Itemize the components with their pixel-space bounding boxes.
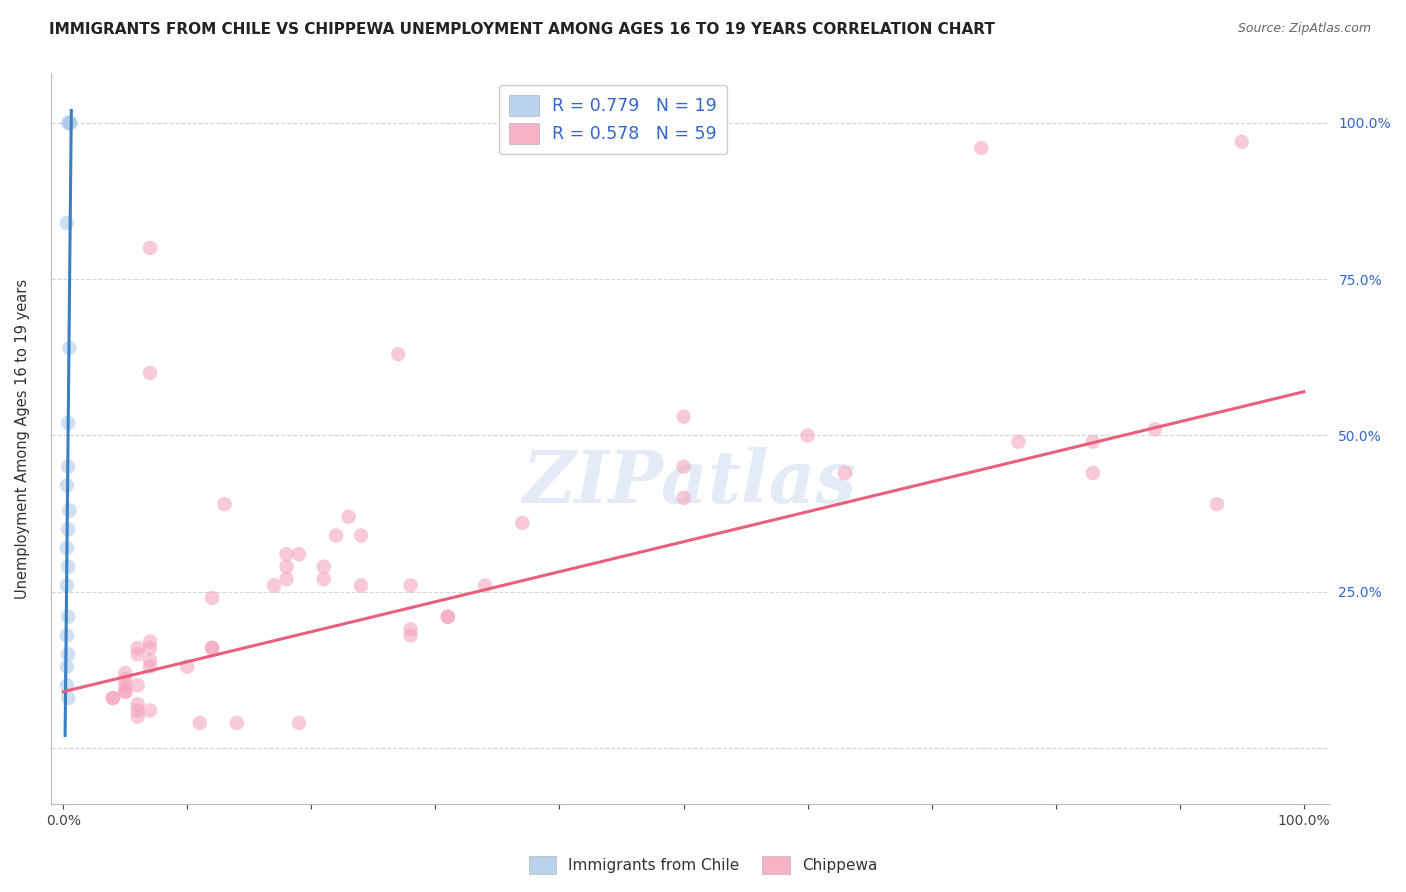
Point bbox=[139, 653, 162, 667]
Point bbox=[201, 640, 224, 655]
Point bbox=[672, 459, 695, 474]
Point bbox=[437, 609, 460, 624]
Text: Source: ZipAtlas.com: Source: ZipAtlas.com bbox=[1237, 22, 1371, 36]
Point bbox=[226, 716, 249, 731]
Point bbox=[101, 690, 124, 705]
Point bbox=[58, 647, 80, 661]
Point bbox=[399, 578, 422, 592]
Point bbox=[139, 659, 162, 673]
Point bbox=[834, 466, 856, 480]
Point bbox=[139, 703, 162, 717]
Point bbox=[672, 491, 695, 505]
Point bbox=[312, 559, 335, 574]
Point bbox=[58, 503, 80, 517]
Point bbox=[127, 640, 149, 655]
Point bbox=[510, 516, 533, 530]
Point bbox=[325, 528, 347, 542]
Point bbox=[474, 578, 496, 592]
Point bbox=[114, 672, 136, 686]
Point bbox=[114, 684, 136, 698]
Point bbox=[127, 697, 149, 711]
Point bbox=[56, 678, 79, 692]
Point bbox=[796, 428, 818, 442]
Point bbox=[114, 678, 136, 692]
Point bbox=[399, 622, 422, 636]
Legend: Immigrants from Chile, Chippewa: Immigrants from Chile, Chippewa bbox=[523, 850, 883, 880]
Point bbox=[114, 684, 136, 698]
Point bbox=[337, 509, 360, 524]
Point bbox=[56, 628, 79, 642]
Legend: R = 0.779   N = 19, R = 0.578   N = 59: R = 0.779 N = 19, R = 0.578 N = 59 bbox=[499, 85, 727, 154]
Point bbox=[139, 241, 162, 255]
Point bbox=[56, 541, 79, 555]
Point bbox=[58, 522, 80, 536]
Point bbox=[59, 116, 82, 130]
Point bbox=[58, 690, 80, 705]
Point bbox=[263, 578, 285, 592]
Point bbox=[1230, 135, 1253, 149]
Point bbox=[1081, 434, 1104, 449]
Point bbox=[399, 628, 422, 642]
Y-axis label: Unemployment Among Ages 16 to 19 years: Unemployment Among Ages 16 to 19 years bbox=[15, 278, 30, 599]
Point bbox=[127, 647, 149, 661]
Text: IMMIGRANTS FROM CHILE VS CHIPPEWA UNEMPLOYMENT AMONG AGES 16 TO 19 YEARS CORRELA: IMMIGRANTS FROM CHILE VS CHIPPEWA UNEMPL… bbox=[49, 22, 995, 37]
Point bbox=[276, 559, 298, 574]
Point bbox=[176, 659, 198, 673]
Point bbox=[58, 459, 80, 474]
Point bbox=[58, 416, 80, 430]
Point bbox=[127, 703, 149, 717]
Text: ZIPatlas: ZIPatlas bbox=[523, 447, 856, 518]
Point bbox=[58, 609, 80, 624]
Point bbox=[58, 341, 80, 355]
Point bbox=[201, 591, 224, 605]
Point bbox=[114, 665, 136, 680]
Point bbox=[1081, 466, 1104, 480]
Point bbox=[288, 547, 311, 561]
Point bbox=[127, 678, 149, 692]
Point bbox=[1143, 422, 1166, 436]
Point bbox=[312, 572, 335, 586]
Point bbox=[276, 547, 298, 561]
Point bbox=[201, 640, 224, 655]
Point bbox=[127, 709, 149, 723]
Point bbox=[970, 141, 993, 155]
Point bbox=[58, 116, 80, 130]
Point bbox=[56, 578, 79, 592]
Point bbox=[188, 716, 211, 731]
Point bbox=[387, 347, 409, 361]
Point bbox=[276, 572, 298, 586]
Point bbox=[101, 690, 124, 705]
Point bbox=[437, 609, 460, 624]
Point bbox=[139, 634, 162, 648]
Point bbox=[56, 216, 79, 230]
Point bbox=[288, 716, 311, 731]
Point bbox=[350, 528, 373, 542]
Point bbox=[214, 497, 236, 511]
Point bbox=[1007, 434, 1029, 449]
Point bbox=[139, 640, 162, 655]
Point bbox=[1206, 497, 1229, 511]
Point bbox=[139, 366, 162, 380]
Point bbox=[350, 578, 373, 592]
Point bbox=[58, 116, 80, 130]
Point bbox=[56, 478, 79, 492]
Point bbox=[56, 659, 79, 673]
Point bbox=[58, 559, 80, 574]
Point bbox=[672, 409, 695, 424]
